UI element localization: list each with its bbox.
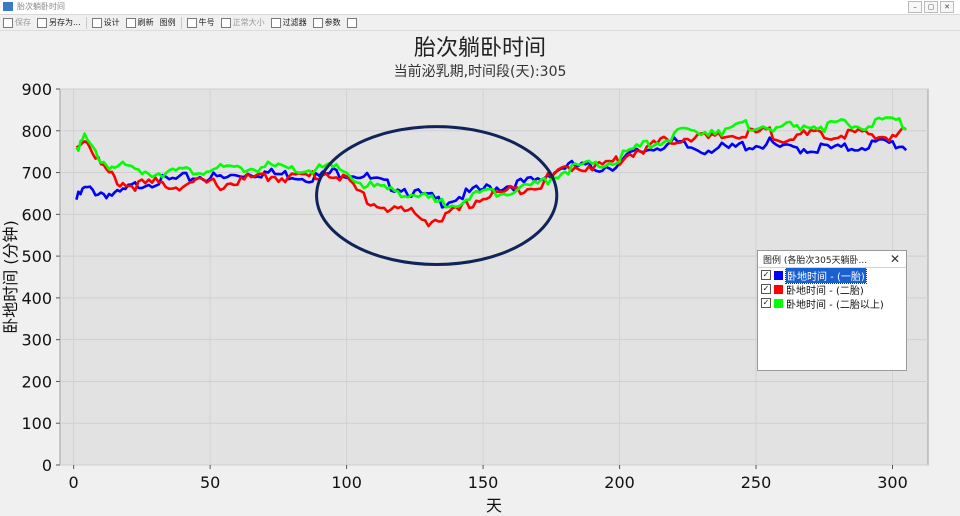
cow-id-icon bbox=[186, 17, 197, 28]
y-tick-label: 900 bbox=[21, 80, 52, 99]
x-tick-label: 100 bbox=[331, 473, 362, 492]
y-tick-label: 300 bbox=[21, 331, 52, 350]
legend-item[interactable]: ✓ 卧地时间 - (二胎以上) bbox=[758, 296, 906, 311]
normal-size-button[interactable]: 正常大小 bbox=[218, 16, 268, 29]
legend-header: 图例 (各胎次305天躺卧... ✕ bbox=[758, 251, 906, 268]
y-tick-label: 100 bbox=[21, 414, 52, 433]
legend-item[interactable]: ✓ 卧地时间 - (一胎) bbox=[758, 266, 906, 284]
legend-checkbox[interactable]: ✓ bbox=[761, 298, 771, 308]
legend-label: 卧地时间 - (一胎) bbox=[785, 266, 867, 284]
save-as-button[interactable]: 另存为... bbox=[34, 16, 84, 29]
save-icon bbox=[3, 17, 13, 28]
x-tick-label: 0 bbox=[69, 473, 79, 492]
legend-panel[interactable]: 图例 (各胎次305天躺卧... ✕ ✓ 卧地时间 - (一胎) ✓ 卧地时间 - (… bbox=[757, 250, 907, 371]
refresh-button[interactable]: 刷新 bbox=[123, 16, 157, 29]
legend-item[interactable]: ✓ 卧地时间 - (二胎) bbox=[758, 282, 906, 297]
params-button[interactable]: 参数 bbox=[310, 16, 344, 29]
y-axis-label: 卧地时间 (分钟) bbox=[1, 220, 20, 334]
series-line-3 bbox=[75, 116, 907, 209]
help-button[interactable] bbox=[344, 16, 362, 29]
close-button[interactable]: ✕ bbox=[940, 1, 954, 13]
save-button[interactable]: 保存 bbox=[0, 16, 34, 29]
y-tick-label: 500 bbox=[21, 247, 52, 266]
close-icon[interactable]: ✕ bbox=[889, 252, 900, 266]
legend-button[interactable]: 图例 bbox=[159, 18, 176, 27]
maximize-button[interactable]: ▢ bbox=[924, 1, 938, 13]
refresh-icon bbox=[125, 17, 136, 28]
params-icon bbox=[312, 17, 323, 28]
filter-icon bbox=[270, 17, 281, 28]
window-titlebar: 胎次躺卧时间 – ▢ ✕ bbox=[0, 0, 960, 15]
annotation-ellipse bbox=[315, 125, 559, 266]
save-as-icon bbox=[37, 17, 47, 28]
help-icon bbox=[346, 17, 357, 28]
cow-id-button[interactable]: 牛号 bbox=[184, 16, 218, 29]
x-tick-label: 250 bbox=[741, 473, 772, 492]
toolbar-separator bbox=[180, 16, 182, 29]
filter-button[interactable]: 过滤器 bbox=[268, 16, 310, 29]
x-tick-label: 50 bbox=[200, 473, 220, 492]
legend-swatch bbox=[774, 270, 783, 280]
design-icon bbox=[91, 17, 102, 28]
legend-title: 图例 (各胎次305天躺卧... bbox=[763, 255, 868, 266]
y-tick-label: 400 bbox=[21, 289, 52, 308]
legend-swatch bbox=[774, 284, 783, 294]
window-controls: – ▢ ✕ bbox=[908, 1, 954, 13]
x-tick-label: 300 bbox=[877, 473, 908, 492]
x-axis-label: 天 bbox=[486, 496, 502, 515]
legend-checkbox[interactable]: ✓ bbox=[761, 270, 771, 280]
chart-subtitle: 当前泌乳期,时间段(天):305 bbox=[394, 63, 567, 80]
y-tick-label: 200 bbox=[21, 372, 52, 391]
legend-list: ✓ 卧地时间 - (一胎) ✓ 卧地时间 - (二胎) ✓ 卧地时间 - (二胎以上) bbox=[758, 266, 906, 311]
window-title: 胎次躺卧时间 bbox=[17, 2, 65, 11]
normal-size-icon bbox=[220, 17, 231, 28]
legend-checkbox[interactable]: ✓ bbox=[761, 284, 771, 294]
toolbar: 保存 另存为... 设计 刷新 图例 牛号 正常大小 过滤器 参数 bbox=[0, 15, 960, 31]
y-tick-label: 600 bbox=[21, 205, 52, 224]
legend-label: 卧地时间 - (二胎) bbox=[786, 285, 864, 297]
x-tick-label: 200 bbox=[604, 473, 635, 492]
y-tick-label: 0 bbox=[42, 456, 52, 475]
app-icon bbox=[3, 2, 13, 11]
legend-swatch bbox=[774, 298, 783, 308]
design-button[interactable]: 设计 bbox=[89, 16, 123, 29]
legend-label: 卧地时间 - (二胎以上) bbox=[786, 299, 884, 311]
y-tick-label: 800 bbox=[21, 122, 52, 141]
toolbar-separator bbox=[85, 16, 87, 29]
y-tick-label: 700 bbox=[21, 164, 52, 183]
x-tick-label: 150 bbox=[468, 473, 499, 492]
minimize-button[interactable]: – bbox=[908, 1, 922, 13]
chart-title: 胎次躺卧时间 bbox=[414, 36, 546, 61]
